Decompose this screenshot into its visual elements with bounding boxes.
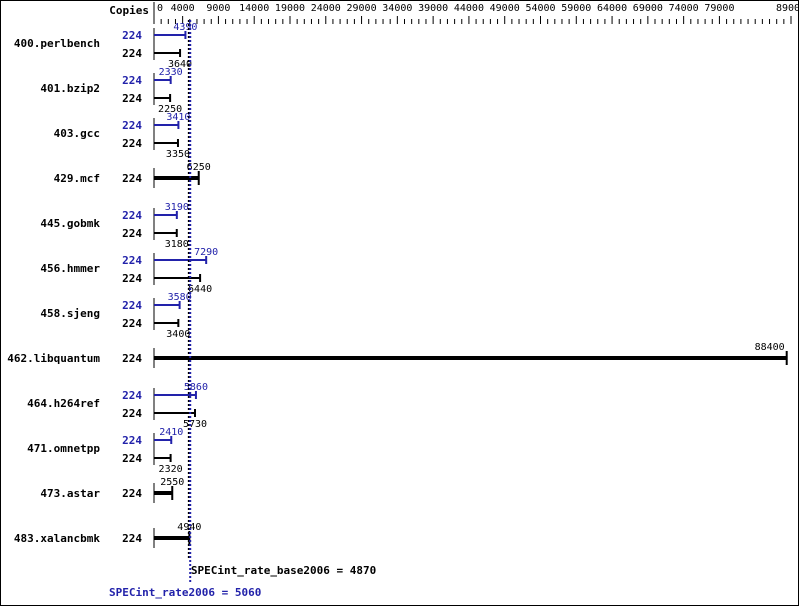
peak-copies: 224 (122, 74, 142, 87)
base-copies: 224 (122, 407, 142, 420)
benchmark-label: 401.bzip2 (40, 82, 100, 95)
tick-label: 79000 (704, 3, 734, 14)
tick-label: 29000 (347, 3, 377, 14)
base-value: 2550 (160, 477, 184, 488)
tick-label: 4000 (171, 3, 195, 14)
base-copies: 224 (122, 172, 142, 185)
peak-copies: 224 (122, 299, 142, 312)
benchmark-label: 462.libquantum (7, 352, 100, 365)
tick-label: 19000 (275, 3, 305, 14)
peak-reference-label: SPECint_rate2006 = 5060 (109, 586, 261, 599)
benchmark-label: 456.hmmer (40, 262, 100, 275)
base-value: 2320 (159, 464, 183, 475)
base-value: 4940 (177, 522, 201, 533)
peak-copies: 224 (122, 29, 142, 42)
peak-value: 2410 (159, 427, 183, 438)
peak-value: 3410 (166, 112, 190, 123)
base-copies: 224 (122, 272, 142, 285)
base-value: 3400 (166, 329, 190, 340)
base-copies: 224 (122, 92, 142, 105)
tick-label: 89000 (776, 3, 799, 14)
benchmark-label: 445.gobmk (40, 217, 100, 230)
base-copies: 224 (122, 227, 142, 240)
tick-label: 34000 (382, 3, 412, 14)
peak-value: 2330 (159, 67, 183, 78)
benchmark-label: 473.astar (40, 487, 100, 500)
peak-copies: 224 (122, 389, 142, 402)
peak-value: 4390 (173, 22, 197, 33)
base-copies: 224 (122, 137, 142, 150)
benchmark-label: 464.h264ref (27, 397, 100, 410)
tick-label: 54000 (525, 3, 555, 14)
peak-value: 5860 (184, 382, 208, 393)
base-value: 6440 (188, 284, 212, 295)
base-value: 2250 (158, 104, 182, 115)
peak-value: 3580 (168, 292, 192, 303)
tick-label: 59000 (561, 3, 591, 14)
benchmark-label: 400.perlbench (14, 37, 100, 50)
tick-label: 24000 (311, 3, 341, 14)
base-reference-label: SPECint_rate_base2006 = 4870 (191, 564, 376, 577)
base-value: 3640 (168, 59, 192, 70)
base-value: 3350 (166, 149, 190, 160)
base-value: 88400 (755, 342, 785, 353)
peak-copies: 224 (122, 254, 142, 267)
base-copies: 224 (122, 317, 142, 330)
tick-label: 0 (157, 3, 163, 14)
base-value: 5730 (183, 419, 207, 430)
tick-label: 14000 (239, 3, 269, 14)
peak-copies: 224 (122, 119, 142, 132)
base-copies: 224 (122, 452, 142, 465)
tick-label: 69000 (633, 3, 663, 14)
base-copies: 224 (122, 352, 142, 365)
tick-label: 39000 (418, 3, 448, 14)
tick-label: 64000 (597, 3, 627, 14)
benchmark-label: 403.gcc (54, 127, 100, 140)
base-copies: 224 (122, 487, 142, 500)
benchmark-label: 429.mcf (54, 172, 100, 185)
axis-title: Copies (109, 4, 149, 17)
tick-label: 49000 (490, 3, 520, 14)
benchmark-label: 483.xalancbmk (14, 532, 100, 545)
benchmark-label: 471.omnetpp (27, 442, 100, 455)
tick-label: 74000 (669, 3, 699, 14)
base-copies: 224 (122, 532, 142, 545)
peak-value: 3190 (165, 202, 189, 213)
tick-label: 44000 (454, 3, 484, 14)
base-value: 6250 (187, 162, 211, 173)
tick-label: 9000 (206, 3, 230, 14)
benchmark-label: 458.sjeng (40, 307, 100, 320)
base-value: 3180 (165, 239, 189, 250)
peak-copies: 224 (122, 209, 142, 222)
base-copies: 224 (122, 47, 142, 60)
peak-copies: 224 (122, 434, 142, 447)
peak-value: 7290 (194, 247, 218, 258)
